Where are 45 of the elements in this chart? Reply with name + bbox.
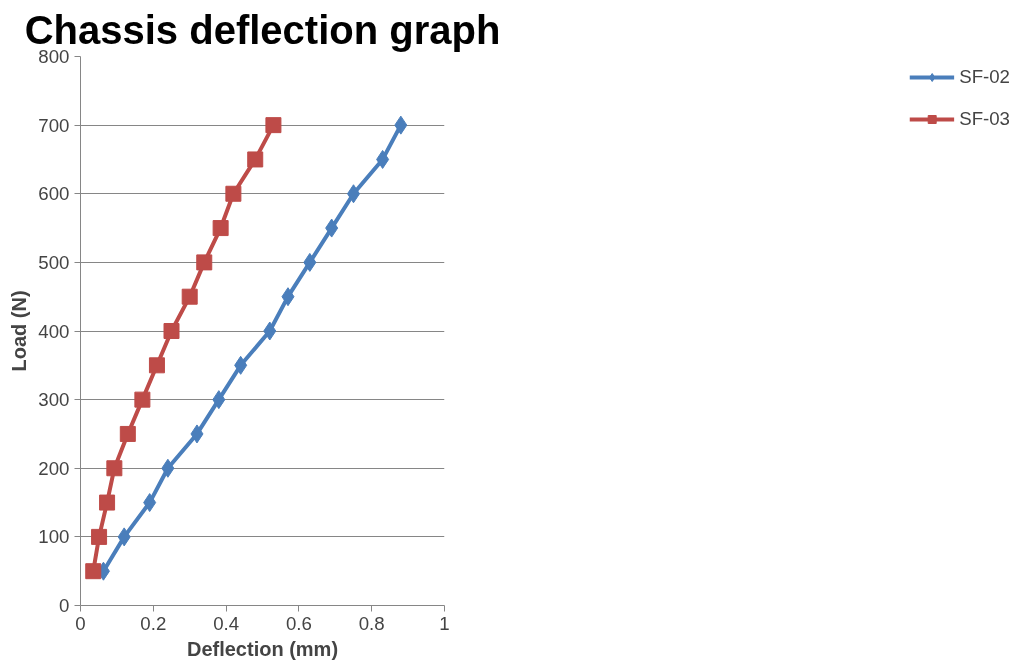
point	[247, 151, 264, 168]
point	[225, 185, 242, 202]
point	[85, 563, 102, 580]
point	[394, 115, 408, 135]
y-tick-label: 0	[59, 595, 70, 616]
x-tick-label: 0.6	[285, 612, 312, 634]
y-tick-label: 400	[38, 320, 70, 342]
legend-label: SF-02	[959, 66, 1010, 88]
point	[119, 425, 136, 442]
point	[99, 494, 116, 511]
x-tick-label: 0.4	[213, 612, 240, 634]
point	[148, 357, 165, 374]
point	[281, 287, 295, 307]
point	[263, 321, 277, 341]
y-tick-label: 300	[38, 389, 70, 411]
point	[181, 288, 198, 305]
x-tick-label: 0	[75, 612, 86, 634]
point	[117, 527, 131, 547]
point	[212, 220, 229, 237]
point	[234, 355, 248, 375]
point	[190, 424, 204, 444]
point	[161, 458, 175, 478]
legend-label: SF-03	[959, 108, 1010, 130]
y-tick-label: 700	[38, 114, 70, 136]
point	[212, 390, 226, 410]
point	[196, 254, 213, 271]
y-tick-label: 200	[38, 457, 70, 479]
y-tick-label: 500	[38, 251, 70, 273]
x-axis-title: Deflection (mm)	[186, 637, 339, 660]
y-axis-title: Load (N)	[8, 290, 31, 372]
x-tick-label: 0.8	[358, 612, 385, 634]
point	[106, 460, 123, 477]
point	[325, 218, 339, 238]
point	[303, 252, 317, 272]
point	[91, 528, 108, 545]
y-tick-label: 100	[38, 526, 70, 548]
point	[134, 391, 151, 408]
point	[376, 149, 390, 169]
y-tick-label: 800	[38, 46, 70, 67]
y-tick-label: 600	[38, 183, 70, 205]
point	[143, 493, 157, 513]
x-tick-label: 1	[439, 612, 450, 634]
point	[265, 117, 282, 134]
x-tick-label: 0.2	[140, 612, 167, 634]
point	[163, 323, 180, 339]
